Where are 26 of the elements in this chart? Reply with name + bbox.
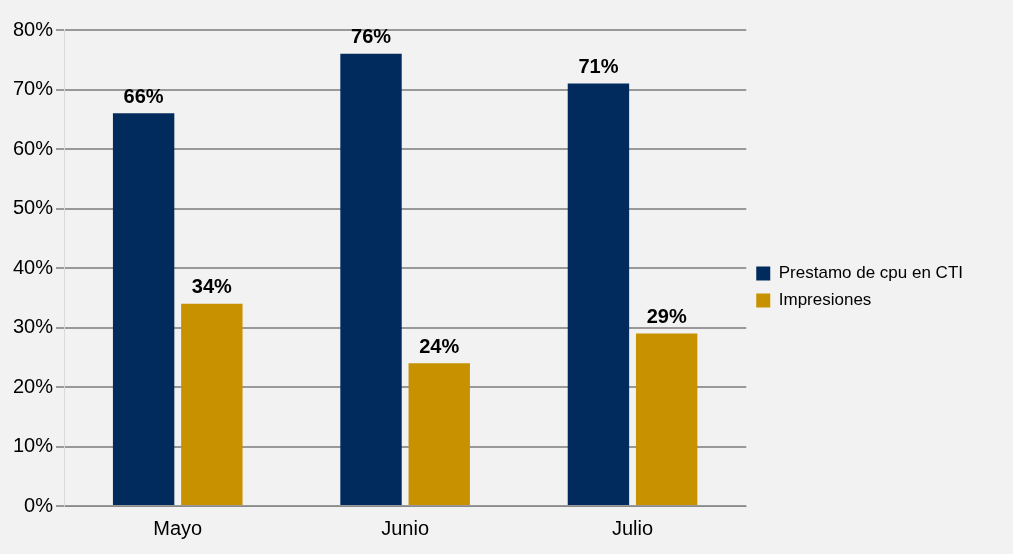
- bar: [112, 113, 175, 505]
- y-tick-label: 60%: [13, 136, 54, 159]
- y-tick-label: 0%: [24, 493, 54, 516]
- data-label: 66%: [123, 84, 164, 107]
- bar: [408, 363, 470, 505]
- x-tick-label: Mayo: [153, 516, 203, 539]
- y-tick-label: 40%: [13, 255, 54, 278]
- bar: [635, 333, 698, 505]
- y-tick-label: 50%: [13, 196, 54, 219]
- x-tick-label: Junio: [381, 516, 430, 539]
- data-label: 76%: [351, 25, 392, 48]
- data-label: 29%: [646, 304, 687, 327]
- x-tick-label: Julio: [611, 516, 654, 539]
- data-label: 24%: [419, 334, 460, 357]
- legend-label: Prestamo de cpu en CTI: [778, 263, 964, 283]
- y-tick-label: 70%: [13, 77, 54, 100]
- legend-label: Impresiones: [778, 290, 872, 310]
- y-tick-label: 30%: [13, 315, 54, 338]
- bar: [567, 83, 630, 505]
- bar: [181, 303, 243, 505]
- y-tick-label: 20%: [13, 374, 54, 397]
- y-tick-label: 80%: [13, 17, 54, 40]
- bar: [340, 53, 402, 505]
- y-tick-label: 10%: [13, 434, 54, 457]
- data-label: 34%: [191, 275, 233, 298]
- data-label: 71%: [578, 55, 619, 78]
